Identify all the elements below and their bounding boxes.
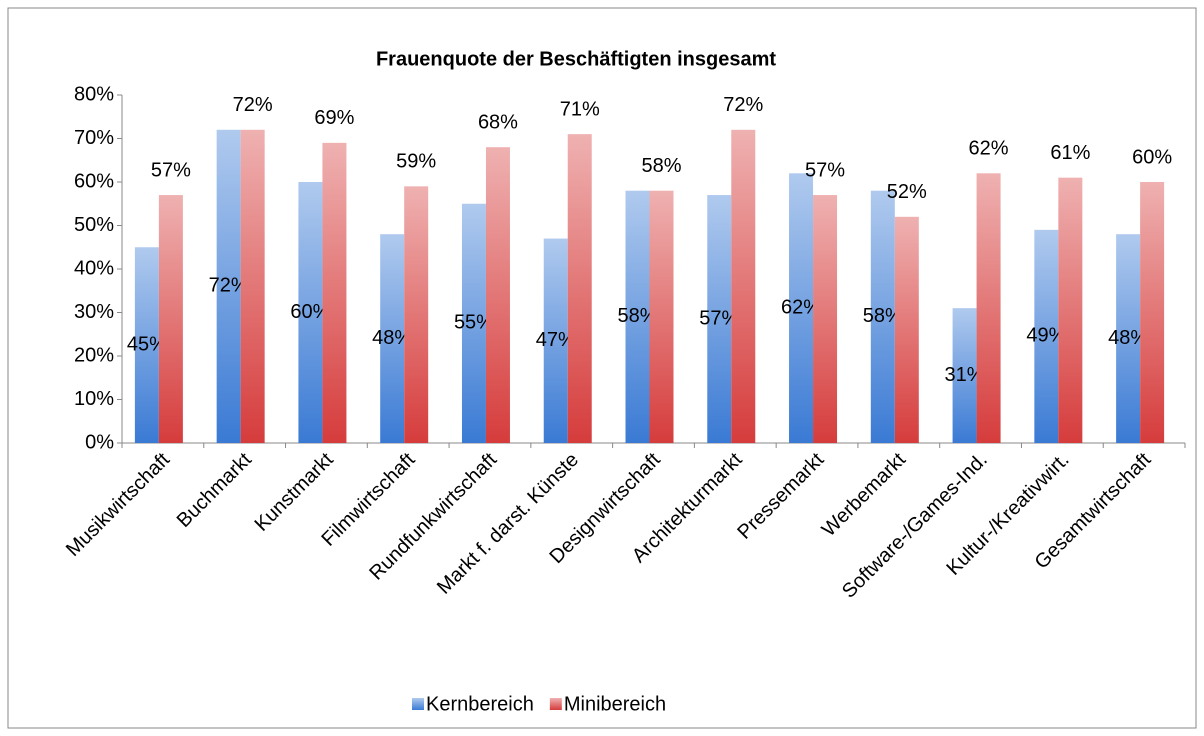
y-tick-label: 10% bbox=[74, 388, 114, 410]
data-label: 57% bbox=[699, 307, 739, 329]
y-tick-label: 50% bbox=[74, 214, 114, 236]
bar bbox=[813, 195, 838, 443]
data-label: 45% bbox=[127, 333, 167, 355]
y-tick-label: 0% bbox=[85, 431, 114, 453]
y-tick-label: 80% bbox=[74, 83, 114, 105]
data-label: 58% bbox=[617, 305, 657, 327]
bar bbox=[322, 142, 347, 443]
bar bbox=[870, 190, 895, 443]
bar bbox=[952, 308, 977, 443]
legend-label: Minibereich bbox=[564, 693, 666, 715]
data-label: 69% bbox=[314, 107, 354, 129]
data-label: 58% bbox=[863, 305, 903, 327]
y-tick-label: 40% bbox=[74, 257, 114, 279]
y-tick-label: 30% bbox=[74, 301, 114, 323]
data-label: 72% bbox=[723, 94, 763, 116]
data-label: 57% bbox=[805, 159, 845, 181]
bar bbox=[567, 134, 592, 443]
data-label: 61% bbox=[1050, 142, 1090, 164]
bar bbox=[625, 190, 650, 443]
bar bbox=[649, 190, 674, 443]
data-label: 49% bbox=[1026, 325, 1066, 347]
legend-label: Kernbereich bbox=[426, 693, 534, 715]
bar bbox=[543, 238, 568, 443]
legend-swatch bbox=[549, 698, 562, 710]
data-label: 68% bbox=[478, 111, 518, 133]
data-label: 48% bbox=[372, 327, 412, 349]
data-label: 57% bbox=[151, 159, 191, 181]
data-label: 58% bbox=[641, 155, 681, 177]
chart-frame bbox=[7, 7, 1197, 729]
bar bbox=[240, 129, 265, 444]
data-label: 52% bbox=[887, 181, 927, 203]
bar bbox=[789, 173, 814, 444]
chart-title: Frauenquote der Beschäftigten insgesamt bbox=[376, 48, 776, 70]
bar bbox=[380, 234, 405, 443]
data-label: 48% bbox=[1108, 327, 1148, 349]
data-label: 72% bbox=[233, 94, 273, 116]
bar bbox=[707, 195, 732, 443]
bar bbox=[1140, 182, 1165, 443]
bar bbox=[216, 129, 241, 444]
bar bbox=[1058, 177, 1083, 443]
bar bbox=[404, 186, 429, 443]
bar bbox=[731, 129, 756, 444]
data-label: 59% bbox=[396, 151, 436, 173]
data-label: 71% bbox=[560, 98, 600, 120]
data-label: 31% bbox=[945, 364, 985, 386]
bar bbox=[1116, 234, 1141, 443]
bar bbox=[461, 203, 486, 443]
data-label: 60% bbox=[1132, 146, 1172, 168]
bar bbox=[1034, 229, 1059, 443]
y-tick-label: 70% bbox=[74, 127, 114, 149]
bar bbox=[485, 147, 510, 443]
y-tick-label: 20% bbox=[74, 344, 114, 366]
y-tick-label: 60% bbox=[74, 170, 114, 192]
bar bbox=[134, 247, 159, 443]
bar bbox=[894, 216, 919, 443]
bar bbox=[298, 182, 323, 443]
data-label: 55% bbox=[454, 312, 494, 334]
data-label: 47% bbox=[536, 329, 576, 351]
data-label: 60% bbox=[290, 301, 330, 323]
data-label: 62% bbox=[969, 138, 1009, 160]
legend-swatch bbox=[412, 698, 424, 710]
data-label: 72% bbox=[209, 275, 249, 297]
bar bbox=[976, 173, 1001, 444]
bar bbox=[158, 195, 183, 443]
data-label: 62% bbox=[781, 296, 821, 318]
